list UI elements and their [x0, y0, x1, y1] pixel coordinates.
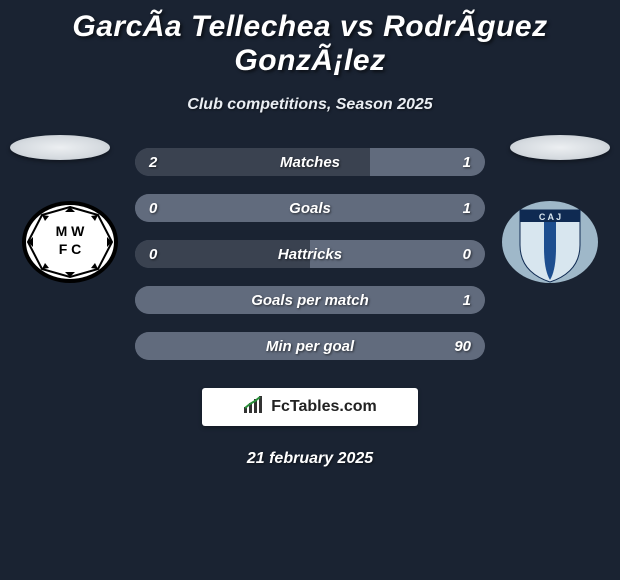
stat-value-right: 1	[463, 154, 471, 171]
stat-row: 0 Goals 1	[135, 194, 485, 222]
player-right-silhouette	[510, 135, 610, 160]
svg-text:F C: F C	[59, 241, 82, 257]
svg-text:C A J: C A J	[539, 212, 561, 222]
stat-value-right: 1	[463, 292, 471, 309]
stat-label: Matches	[280, 154, 340, 171]
stat-value-right: 0	[463, 246, 471, 263]
stat-value-right: 1	[463, 200, 471, 217]
footer-date: 21 february 2025	[0, 450, 620, 468]
stat-value-right: 90	[454, 338, 471, 355]
stat-row: Goals per match 1	[135, 286, 485, 314]
stat-label: Goals	[289, 200, 331, 217]
club-logo-left: M W F C	[20, 200, 120, 285]
brand-text: FcTables.com	[271, 398, 377, 416]
player-left-silhouette	[10, 135, 110, 160]
stat-row: Min per goal 90	[135, 332, 485, 360]
stat-label: Hattricks	[278, 246, 342, 263]
club-logo-right: C A J	[500, 200, 600, 285]
page-title: GarcÃ­a Tellechea vs RodrÃ­guez GonzÃ¡le…	[0, 0, 620, 78]
stat-value-left: 0	[149, 200, 157, 217]
svg-text:M W: M W	[56, 223, 86, 239]
stat-value-left: 2	[149, 154, 157, 171]
stat-value-left: 0	[149, 246, 157, 263]
stat-row: 2 Matches 1	[135, 148, 485, 176]
stats-list: 2 Matches 1 0 Goals 1 0 Hattricks 0 Goals per mat…	[135, 148, 485, 360]
stat-row: 0 Hattricks 0	[135, 240, 485, 268]
stats-area: M W F C C A J 2 Matches 1 0 Goals 1 0 Hattricks…	[0, 148, 620, 360]
chart-icon	[243, 396, 265, 419]
stat-label: Min per goal	[266, 338, 354, 355]
subtitle: Club competitions, Season 2025	[0, 96, 620, 114]
stat-label: Goals per match	[251, 292, 369, 309]
comparison-infographic: GarcÃ­a Tellechea vs RodrÃ­guez GonzÃ¡le…	[0, 0, 620, 580]
brand-badge: FcTables.com	[202, 388, 418, 426]
